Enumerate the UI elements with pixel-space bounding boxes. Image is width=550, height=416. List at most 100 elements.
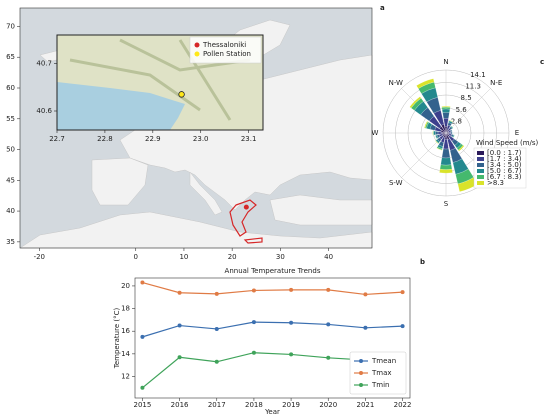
legend-label: Thessaloniki — [202, 41, 246, 49]
direction-label: S — [444, 200, 449, 208]
wind-segment — [443, 118, 449, 127]
legend-box — [189, 36, 262, 64]
y-tick-label: 55 — [6, 115, 15, 123]
point — [251, 288, 256, 293]
direction-label: N-E — [490, 79, 502, 87]
legend-marker — [194, 42, 200, 48]
x-tick-label: 0 — [133, 253, 137, 261]
panel-label: c — [540, 58, 544, 66]
x-tick-label: 2015 — [134, 401, 152, 409]
station-marker — [178, 91, 185, 98]
inset-y-tick-label: 40.7 — [36, 60, 52, 68]
wind-segment — [434, 140, 439, 145]
x-tick-label: 2022 — [394, 401, 412, 409]
ring-label: 8.5 — [461, 94, 472, 102]
x-tick-label: 2016 — [171, 401, 189, 409]
x-tick-label: 20 — [228, 253, 237, 261]
direction-label: E — [515, 129, 519, 137]
point — [140, 334, 145, 339]
point — [289, 320, 294, 325]
y-tick-label: 35 — [6, 238, 15, 246]
inset-x-tick-label: 23.0 — [193, 135, 209, 143]
x-axis-label: Year — [264, 408, 280, 416]
point — [326, 322, 331, 327]
y-tick-label: 50 — [6, 146, 15, 154]
plot-frame — [134, 277, 411, 399]
land — [91, 157, 149, 206]
wind-segment — [441, 108, 451, 113]
series-line — [142, 321, 403, 338]
legend-swatch — [477, 181, 484, 185]
point — [214, 326, 219, 331]
wind-segment — [439, 164, 453, 170]
point — [214, 291, 219, 296]
legend-label: Pollen Station — [203, 50, 251, 58]
legend-label: Tmin — [371, 381, 389, 389]
y-tick-label: 70 — [6, 22, 15, 30]
point — [140, 385, 145, 390]
inset-frame — [56, 34, 264, 131]
wind-segment — [458, 145, 465, 152]
ring — [382, 69, 510, 197]
legend-label: [1.7 : 3.4) — [487, 155, 522, 163]
point — [326, 287, 331, 292]
map-frame — [19, 7, 373, 249]
y-tick-label: 18 — [121, 305, 130, 313]
wind-segment — [432, 130, 434, 136]
wind-segment — [439, 169, 453, 174]
legend-label: [5.0 : 6.7) — [487, 167, 522, 175]
panel-label: a — [380, 4, 385, 12]
x-tick-label: 10 — [179, 253, 188, 261]
point — [363, 325, 368, 330]
wind-segment — [441, 148, 451, 159]
legend-swatch — [477, 175, 484, 179]
direction-label: W — [372, 129, 379, 137]
chart-title: Annual Temperature Trends — [225, 267, 321, 275]
greece-outline — [229, 199, 257, 237]
legend-title: Wind Speed (m/s) — [476, 139, 539, 147]
ring-label: 2.8 — [451, 117, 462, 125]
wind-segment — [440, 157, 452, 166]
x-tick-label: 2020 — [319, 401, 337, 409]
ring — [395, 82, 497, 184]
x-tick-label: 30 — [276, 253, 285, 261]
wind-segment — [451, 125, 454, 128]
wind-segment — [448, 132, 452, 134]
x-tick-label: 2018 — [245, 401, 263, 409]
y-tick-label: 40 — [6, 207, 15, 215]
legend-label: [6.7 : 8.3) — [487, 173, 522, 181]
wind-segment — [448, 119, 454, 123]
direction-label: S-W — [389, 179, 403, 187]
point — [363, 292, 368, 297]
x-tick-label: 40 — [324, 253, 333, 261]
inset-y-tick-label: 40.6 — [36, 107, 52, 115]
inset-x-tick-label: 22.8 — [97, 135, 113, 143]
wind-segment — [450, 131, 453, 135]
wind-segment — [435, 131, 439, 135]
y-tick-label: 20 — [121, 282, 130, 290]
point — [140, 280, 145, 285]
y-tick-label: 60 — [6, 84, 15, 92]
legend-label: [0.0 : 1.7) — [487, 149, 522, 157]
series-line — [142, 281, 403, 296]
y-tick-label: 16 — [121, 327, 130, 335]
ring-label: 11.3 — [465, 82, 481, 90]
point — [177, 323, 182, 328]
legend-label: Tmean — [371, 357, 396, 365]
inset-terrain — [69, 38, 251, 121]
land — [189, 171, 223, 216]
point — [400, 324, 405, 329]
legend-swatch — [477, 151, 484, 155]
crete-outline — [243, 237, 263, 244]
legend-swatch — [477, 163, 484, 167]
legend-marker — [194, 51, 200, 57]
wind-segment — [433, 130, 436, 136]
wind-segment — [424, 121, 428, 129]
x-tick-label: -20 — [34, 253, 45, 261]
direction-label: N — [443, 58, 448, 66]
inset-x-tick-label: 22.7 — [49, 135, 65, 143]
point — [289, 287, 294, 292]
y-axis-label: Temperature (°C) — [113, 308, 121, 370]
wind-segment — [442, 112, 450, 119]
